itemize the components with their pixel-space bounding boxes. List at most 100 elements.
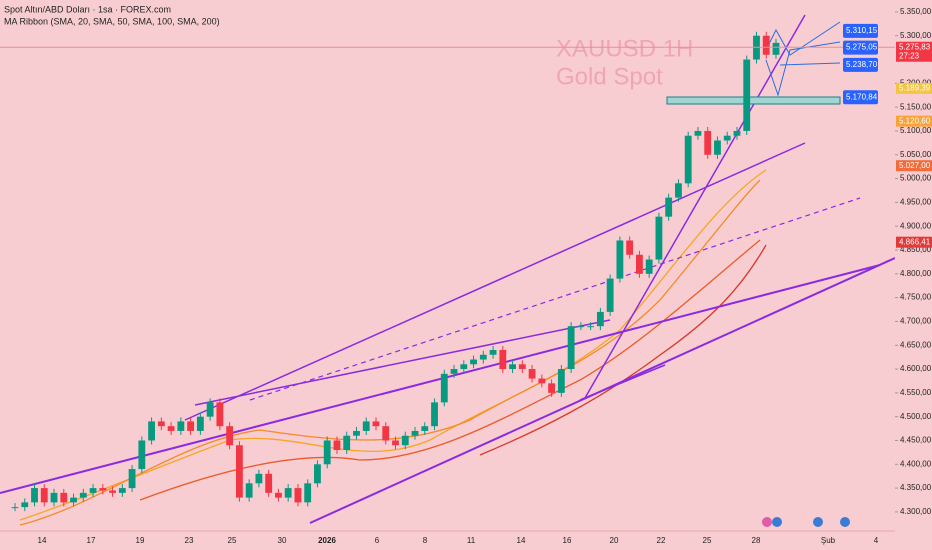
projection-arrows [765,21,841,97]
arrow [779,62,841,66]
y-tick-label: 5.000,00 [900,174,932,183]
x-tick-label: 4 [874,536,879,545]
ma-line [19,169,767,521]
x-tick-label: 28 [752,536,761,545]
y-tick-label: 4.500,00 [900,412,932,421]
price-tag [896,82,932,94]
candle-body [606,278,614,312]
candle-body [635,254,643,274]
candle-body [275,492,282,498]
candle-body [138,440,146,470]
y-tick-label: 4.550,00 [900,388,932,397]
candle-body [382,426,390,441]
candle-body [109,490,116,493]
candle-body [245,483,253,498]
candle-body [596,311,604,327]
candle-body [79,492,87,498]
candle-body [743,59,751,131]
candle-body [421,426,429,431]
candle-body [50,492,58,503]
ma-line [139,239,761,501]
price-tag-label: 5.275,83 [899,42,931,51]
ma-line [479,244,767,456]
candle-body [675,183,682,198]
candle-body [167,426,175,431]
trend-lines [0,14,896,524]
x-tick-label: 25 [228,536,237,545]
candle-body [548,383,556,393]
candle-body [353,430,360,436]
candle-body [70,497,77,503]
x-tick-label: 17 [87,536,96,545]
price-tag [896,115,932,127]
candle-body [538,378,546,384]
x-tick-label: 20 [610,536,619,545]
target-tag-label: 5.275,05 [846,43,878,52]
candle-body [577,326,585,328]
trend-line [579,364,666,401]
candle-body [343,435,351,450]
candle-body [206,402,214,417]
y-tick-label: 5.100,00 [900,126,932,135]
candle-body [450,369,458,374]
trend-line [584,14,806,399]
x-tick-label: 14 [38,536,47,545]
x-tick-label: 8 [423,536,428,545]
y-tick-label: 4.900,00 [900,221,932,230]
x-tick-label: Şub [821,536,836,545]
candle-body [684,135,692,184]
candle-body [665,197,673,217]
candle-body [509,364,516,370]
trend-line [194,319,611,406]
candle-body [60,492,68,503]
candle-body [411,430,419,436]
price-tag-timer: 27:23 [899,51,920,60]
candle-body [31,488,38,503]
candle-body [440,373,448,403]
y-tick-label: 5.050,00 [900,150,932,159]
candle-body [284,488,292,498]
candle-body [294,488,302,503]
bottom-icons [762,517,850,527]
y-tick-label: 4.300,00 [900,507,932,516]
candle-body [196,416,204,431]
candle-body [89,488,97,493]
watermark-title: XAUUSD 1H [556,35,693,62]
x-tick-label: 6 [375,536,380,545]
candle-body [518,364,526,370]
candle-body [655,216,663,260]
symbol-line: Spot Altın/ABD Doları · 1sa · FOREX.com [4,4,171,14]
arrow [765,21,841,56]
x-tick-label: 19 [136,536,145,545]
candle-body [226,426,234,446]
event-icon [772,517,782,527]
y-tick-label: 4.800,00 [900,269,932,278]
target-tag [843,57,878,72]
candle-body [714,140,721,155]
y-tick-label: 4.350,00 [900,483,932,492]
candle-body [314,464,321,484]
price-tag-label: 5.027,00 [899,161,931,170]
candle-body [40,488,48,503]
ma-ribbon [19,169,767,526]
x-tick-label: 22 [657,536,666,545]
candle-body [177,421,185,431]
candle-body [567,326,575,370]
x-tick-label: 16 [563,536,572,545]
candle-body [470,359,477,365]
target-tag [843,90,878,105]
candle-body [489,350,497,355]
candle-body [333,440,341,450]
x-tick-label: 14 [517,536,526,545]
y-tick-label: 4.750,00 [900,293,932,302]
x-tick-label: 11 [467,536,476,545]
candle-body [255,473,263,484]
candle-body [704,130,712,155]
candle-body [528,369,536,379]
indicator-line: MA Ribbon (SMA, 20, SMA, 50, SMA, 100, S… [4,16,220,26]
x-tick-label: 25 [703,536,712,545]
x-tick-label: 23 [185,536,194,545]
x-tick-label: 2026 [318,536,336,545]
candle-body [557,369,565,393]
